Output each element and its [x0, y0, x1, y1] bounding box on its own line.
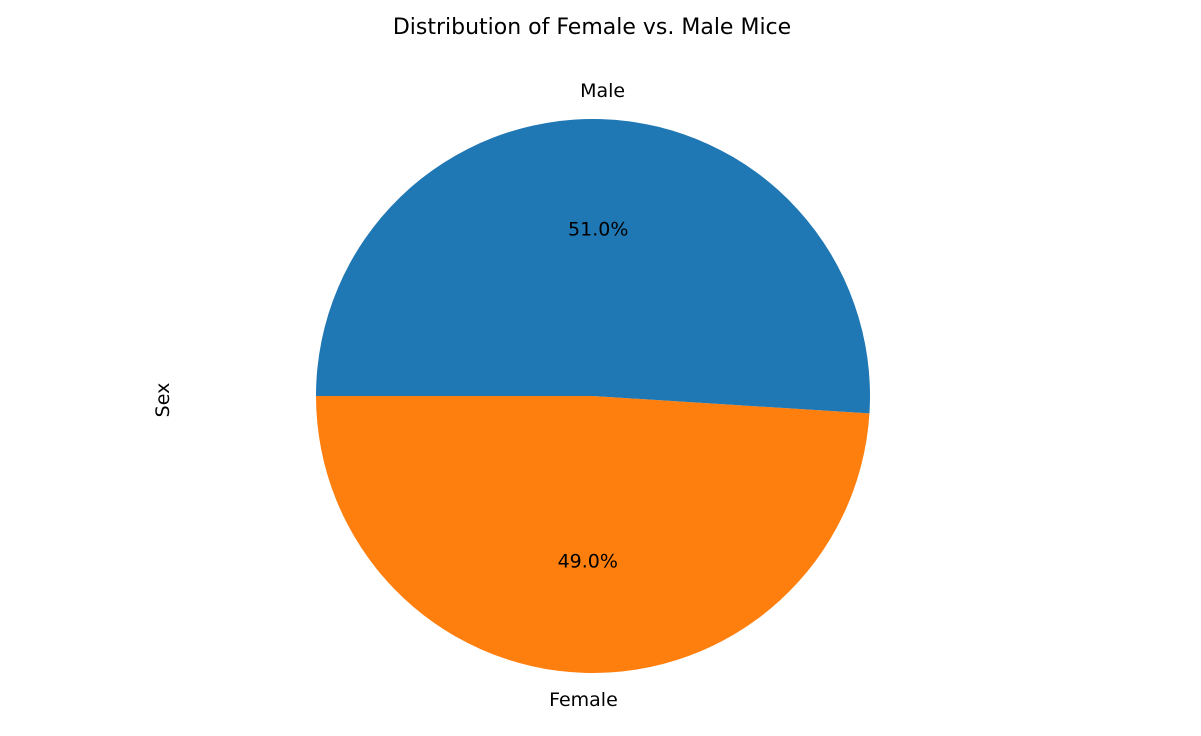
pie-slices: [316, 119, 870, 674]
slice-percent-female: 49.0%: [558, 551, 618, 573]
pie-slice-female: [316, 396, 870, 674]
slice-label-male: Male: [580, 80, 625, 102]
pie-labels: Female 49.0% Male 51.0%: [549, 80, 628, 711]
slice-percent-male: 51.0%: [568, 218, 628, 240]
pie-slice-male: [316, 119, 870, 414]
slice-label-female: Female: [549, 689, 618, 711]
y-axis-label: Sex: [152, 383, 174, 418]
chart-title: Distribution of Female vs. Male Mice: [393, 15, 791, 40]
